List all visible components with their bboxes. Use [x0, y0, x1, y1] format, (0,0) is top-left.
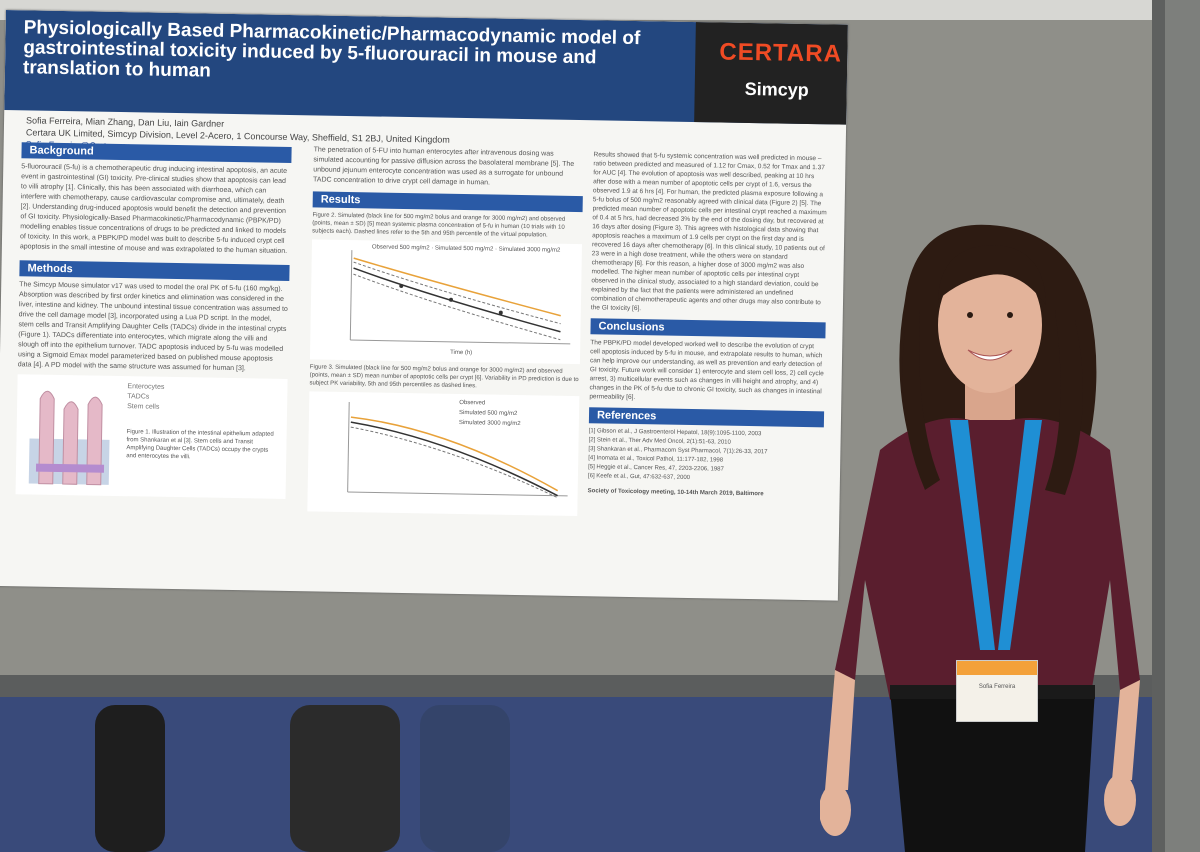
figure-2-caption: Figure 2. Simulated (black line for 500 …	[312, 212, 566, 239]
figure-3-plot	[347, 402, 568, 499]
column-1: Background 5-fluorouracil (5-fu) is a ch…	[15, 140, 292, 499]
background-text: 5-fluorouracil (5-fu) is a chemotherapeu…	[19, 163, 288, 255]
poster-footer: Society of Toxicology meeting, 10-14th M…	[587, 488, 764, 498]
section-conclusions: Conclusions	[590, 318, 826, 339]
legend-tadcs: TADCs	[127, 393, 150, 401]
legend-stem-cells: Stem cells	[127, 403, 160, 411]
villi-diagram	[28, 390, 110, 486]
section-background: Background	[21, 142, 292, 164]
background-person-legs	[290, 705, 400, 852]
fig2-legend-observed: Observed 500 mg/m2	[371, 244, 430, 252]
research-poster: Physiologically Based Pharmacokinetic/Ph…	[0, 10, 848, 601]
figure-1: Enterocytes TADCs Stem cells Figure 1. I…	[15, 374, 288, 499]
references-list: [1] Gibson et al., J Gastroenterol Hepat…	[588, 427, 824, 485]
figure-2: Observed 500 mg/m2 · Simulated 500 mg/m2…	[309, 239, 583, 365]
column-2: The penetration of 5-FU into human enter…	[307, 145, 583, 517]
certara-logo: CERTARA	[719, 38, 843, 68]
figure-1-legend: Enterocytes TADCs Stem cells	[127, 382, 164, 413]
fig3-legend-sim3000: Simulated 3000 mg/m2	[458, 419, 521, 428]
results-intro-text: The penetration of 5-FU into human enter…	[313, 146, 575, 187]
background-person-legs	[95, 705, 165, 852]
figure-3-caption: Figure 3. Simulated (black line for 500 …	[309, 364, 579, 390]
name-badge: Sofia Ferreira	[956, 660, 1038, 722]
background-person-legs	[420, 705, 510, 852]
column-3: Results showed that 5-fu systemic concen…	[588, 150, 829, 500]
fig2-legend-sim500: Simulated 500 mg/m2	[434, 245, 494, 253]
conclusions-text: The PBPK/PD model developed worked well …	[589, 339, 824, 402]
simcyp-logo: Simcyp	[744, 78, 809, 101]
section-methods: Methods	[19, 260, 290, 281]
figure-2-plot	[349, 250, 571, 345]
figure-3-legend: Observed Simulated 500 mg/m2 Simulated 3…	[459, 398, 521, 429]
methods-text: The Simcyp Mouse simulator v17 was used …	[17, 281, 288, 373]
figure-3: Observed Simulated 500 mg/m2 Simulated 3…	[307, 391, 580, 517]
legend-enterocytes: Enterocytes	[127, 383, 165, 391]
badge-name: Sofia Ferreira	[978, 684, 1016, 690]
section-results: Results	[312, 191, 583, 213]
booth-pole	[1165, 0, 1200, 852]
section-references: References	[588, 407, 825, 428]
badge-header-stripe	[957, 661, 1037, 675]
figure-1-caption: Figure 1. Illustration of the intestinal…	[126, 429, 274, 461]
poster-title: Physiologically Based Pharmacokinetic/Ph…	[22, 17, 641, 82]
fig2-legend-sim3000: Simulated 3000 mg/m2	[498, 246, 561, 254]
figure-2-xlabel: Time (h)	[450, 349, 473, 357]
presenter-person	[820, 224, 1140, 852]
results-text: Results showed that 5-fu systemic concen…	[590, 151, 827, 313]
booth-pole-edge	[1152, 0, 1166, 852]
certara-logo-box	[694, 22, 848, 125]
